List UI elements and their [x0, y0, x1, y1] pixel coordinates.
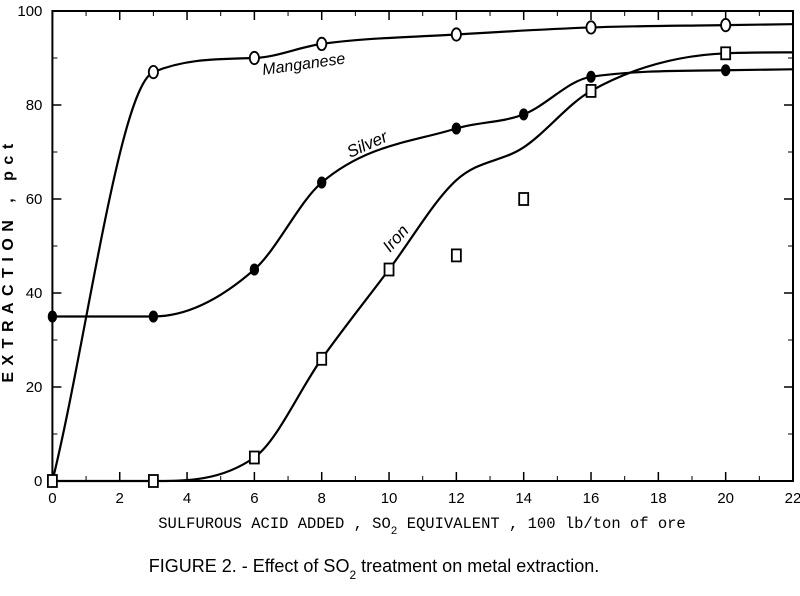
svg-text:60: 60: [26, 191, 43, 208]
svg-text:12: 12: [448, 490, 465, 507]
svg-text:22: 22: [785, 490, 800, 507]
svg-text:Iron: Iron: [379, 221, 413, 255]
svg-text:0: 0: [48, 490, 56, 507]
svg-text:10: 10: [381, 490, 398, 507]
svg-text:EXTRACTION , pct: EXTRACTION , pct: [0, 137, 17, 382]
svg-text:100: 100: [17, 3, 42, 20]
svg-text:4: 4: [183, 490, 191, 507]
svg-text:14: 14: [515, 490, 532, 507]
svg-text:80: 80: [26, 97, 43, 114]
svg-text:16: 16: [583, 490, 600, 507]
svg-text:20: 20: [717, 490, 734, 507]
svg-text:SULFUROUS ACID ADDED , SO2 EQU: SULFUROUS ACID ADDED , SO2 EQUIVALENT , …: [158, 515, 686, 538]
svg-text:20: 20: [26, 379, 43, 396]
svg-text:FIGURE 2. - Effect of SO2 trea: FIGURE 2. - Effect of SO2 treatment on m…: [149, 556, 600, 582]
svg-text:2: 2: [116, 490, 124, 507]
svg-text:Silver: Silver: [344, 126, 392, 161]
svg-text:8: 8: [318, 490, 326, 507]
svg-text:18: 18: [650, 490, 667, 507]
svg-text:0: 0: [34, 473, 42, 490]
svg-text:40: 40: [26, 285, 43, 302]
svg-text:6: 6: [250, 490, 258, 507]
